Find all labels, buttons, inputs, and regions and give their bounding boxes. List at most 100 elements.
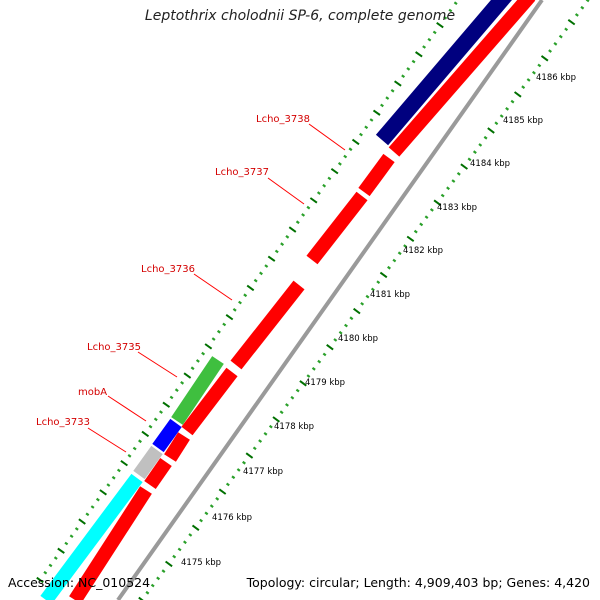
ruler-label: 4175 kbp: [181, 558, 221, 568]
tick-mark: [348, 147, 353, 152]
gene-label-lcho-3736: Lcho_3736: [141, 264, 195, 275]
tick-mark: [478, 143, 483, 147]
tick-mark: [153, 417, 158, 422]
tick-mark: [127, 454, 132, 458]
tick-mark: [472, 150, 477, 154]
tick-mark: [236, 468, 241, 472]
tick-mark: [443, 15, 448, 20]
gene-label-lcho-3735: Lcho_3735: [87, 342, 141, 353]
tick-mark: [385, 96, 390, 100]
tick-mark: [411, 59, 416, 64]
tick-mark: [218, 488, 227, 495]
tick-mark: [448, 8, 453, 13]
tick-mark: [401, 74, 406, 79]
leader-moba: [107, 395, 147, 422]
tick-mark: [306, 205, 311, 210]
tick-mark: [343, 154, 348, 159]
forward-strand-track: [40, 0, 512, 600]
feature-cyan: [40, 473, 143, 600]
tick-mark: [364, 125, 369, 130]
tick-mark: [429, 208, 434, 212]
tick-mark: [216, 329, 221, 334]
tick-mark: [268, 424, 273, 429]
ruler-label: 4176 kbp: [212, 513, 252, 523]
tick-mark: [467, 157, 472, 162]
tick-mark: [274, 249, 279, 254]
tick-mark: [183, 372, 192, 379]
tick-mark: [494, 121, 499, 126]
tick-mark: [433, 199, 442, 206]
tick-mark: [359, 132, 363, 137]
tick-mark: [132, 446, 137, 451]
tick-mark: [585, 0, 590, 3]
tick-mark: [253, 278, 258, 283]
tick-mark: [225, 482, 230, 487]
tick-mark: [537, 63, 542, 68]
tick-mark: [574, 13, 579, 17]
tick-mark: [580, 5, 585, 10]
ruler-label: 4182 kbp: [403, 246, 443, 256]
tick-mark: [199, 518, 203, 523]
tick-mark: [190, 366, 195, 371]
tick-mark: [394, 80, 402, 87]
tick-mark: [111, 475, 116, 480]
tick-mark: [436, 21, 444, 29]
tick-mark: [406, 67, 411, 71]
tick-mark: [195, 359, 200, 363]
feature-blue: [152, 418, 182, 453]
tick-mark: [460, 163, 468, 170]
tick-mark: [505, 107, 510, 111]
tick-mark: [174, 388, 179, 392]
tick-mark: [370, 287, 375, 292]
tick-mark: [392, 258, 397, 263]
feature-green: [171, 356, 224, 425]
tick-mark: [553, 42, 558, 46]
tick-mark: [57, 547, 65, 554]
tick-mark: [440, 193, 445, 198]
tick-mark: [380, 103, 384, 108]
tick-mark: [183, 540, 187, 545]
tick-mark: [301, 213, 306, 217]
tick-mark: [222, 322, 227, 327]
tick-mark: [351, 138, 360, 146]
tick-mark: [419, 222, 424, 227]
tick-mark: [317, 359, 322, 364]
leader-lcho-3735: [137, 351, 178, 378]
tick-mark: [422, 45, 427, 49]
tick-mark: [90, 505, 95, 509]
ruler-label: 4180 kbp: [338, 334, 378, 344]
tick-mark: [299, 380, 307, 387]
tick-mark: [403, 244, 408, 248]
tick-mark: [177, 547, 182, 552]
feature-navy: [375, 0, 512, 146]
genome-backbone: [116, 0, 544, 600]
ruler-label: 4178 kbp: [274, 422, 314, 432]
tick-mark: [285, 235, 290, 239]
tick-mark: [521, 85, 526, 89]
ruler-label: 4185 kbp: [503, 116, 543, 126]
tick-mark: [379, 271, 388, 279]
ruler-tick-track: [138, 0, 590, 600]
tick-mark: [138, 439, 142, 444]
tick-mark: [499, 114, 504, 118]
tick-mark: [231, 475, 236, 480]
tick-mark: [526, 78, 531, 82]
cds-segment: [230, 280, 305, 370]
ruler-label: 4179 kbp: [305, 378, 345, 388]
tick-mark: [369, 118, 374, 122]
ruler-label: 4186 kbp: [536, 73, 576, 83]
tick-mark: [243, 293, 248, 298]
tick-mark: [74, 527, 79, 531]
tick-mark: [288, 226, 297, 233]
tick-mark: [95, 497, 100, 502]
tick-mark: [540, 55, 549, 62]
tick-mark: [120, 459, 128, 467]
tick-mark: [180, 381, 185, 385]
tick-mark: [285, 403, 289, 407]
tick-mark: [280, 242, 285, 246]
gene-label-lcho-3737: Lcho_3737: [215, 167, 269, 178]
tick-mark: [338, 330, 343, 335]
tick-mark: [211, 337, 216, 341]
tick-mark: [48, 563, 53, 568]
